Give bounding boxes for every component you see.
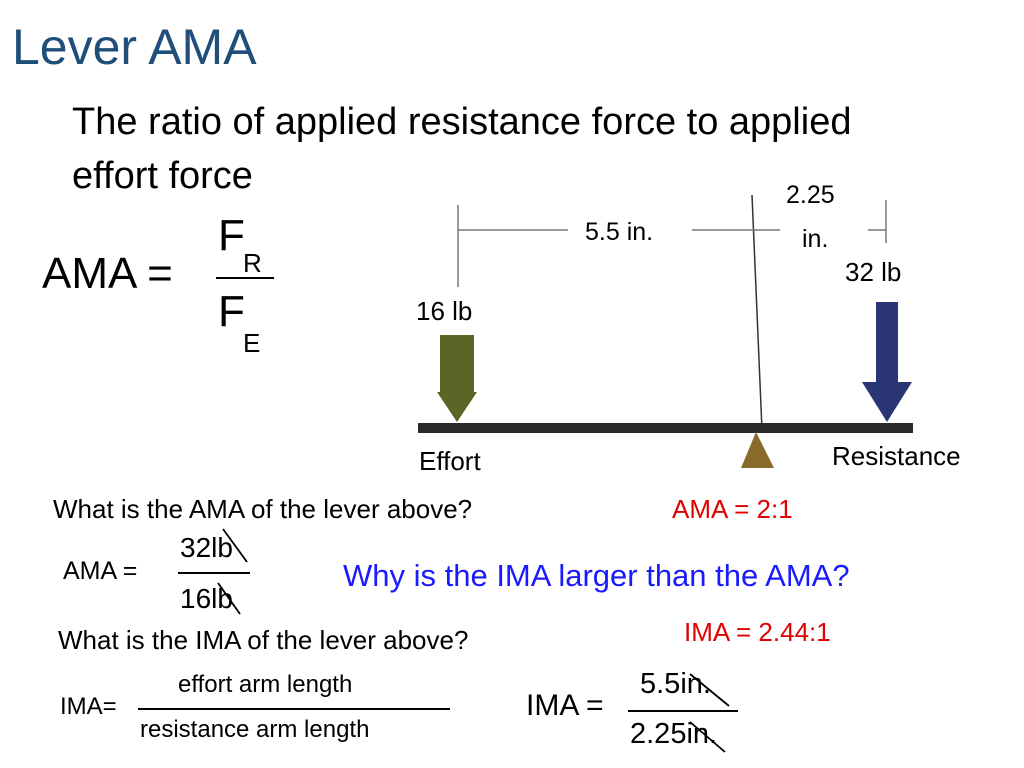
ama-formula-numerator-letter: F xyxy=(218,211,245,260)
ama-calc-denominator: 16lb xyxy=(180,583,233,614)
resistance-arrow xyxy=(862,302,912,422)
question-ima: What is the IMA of the lever above? xyxy=(58,625,469,655)
resistance-label: Resistance xyxy=(832,441,961,471)
ima-calc-lhs: IMA = xyxy=(526,689,604,722)
ama-calc-lhs: AMA = xyxy=(63,557,138,585)
ama-calc-fraction-bar xyxy=(178,572,250,574)
answer-ama: AMA = 2:1 xyxy=(672,494,793,524)
fulcrum-dimension-line xyxy=(751,194,763,431)
resistance-distance-label-line1: 2.25 xyxy=(786,181,835,209)
ima-calc-numerator: 5.5in. xyxy=(640,668,711,700)
ima-calc-denominator: 2.25in. xyxy=(630,718,718,750)
strike-mark-5.5in xyxy=(689,673,730,707)
effort-force-label: 16 lb xyxy=(416,296,473,326)
question-why-ima-larger: Why is the IMA larger than the AMA? xyxy=(343,558,850,593)
ima-calc-fraction-bar xyxy=(628,710,738,712)
answer-ima: IMA = 2.44:1 xyxy=(684,617,831,647)
ima-formula-lhs: IMA= xyxy=(60,693,117,720)
effort-distance-label: 5.5 in. xyxy=(585,218,654,246)
lever-beam xyxy=(418,423,913,433)
strike-mark-16lb xyxy=(217,582,241,615)
slide-title: Lever AMA xyxy=(12,19,257,75)
ama-formula-numerator-subscript: R xyxy=(243,248,262,278)
ima-formula-numerator: effort arm length xyxy=(178,671,353,698)
question-ama: What is the AMA of the lever above? xyxy=(53,494,473,524)
effort-arrow xyxy=(437,335,477,422)
strike-mark-2.25in xyxy=(689,721,726,753)
ama-formula-denominator-letter: F xyxy=(218,287,245,336)
strike-mark-32lb xyxy=(222,528,248,563)
ama-formula-lhs: AMA = xyxy=(42,249,173,298)
fulcrum-triangle xyxy=(741,432,774,468)
resistance-distance-label-line2: in. xyxy=(802,225,829,253)
ima-formula-fraction-bar xyxy=(138,708,450,710)
ama-calc-numerator: 32lb xyxy=(180,532,233,563)
slide-subtitle: The ratio of applied resistance force to… xyxy=(72,101,852,197)
ama-formula-denominator-subscript: E xyxy=(243,328,261,358)
resistance-force-label: 32 lb xyxy=(845,257,902,287)
ima-formula-denominator: resistance arm length xyxy=(140,716,370,743)
effort-label: Effort xyxy=(419,446,481,476)
ama-formula-fraction-bar xyxy=(216,277,274,279)
